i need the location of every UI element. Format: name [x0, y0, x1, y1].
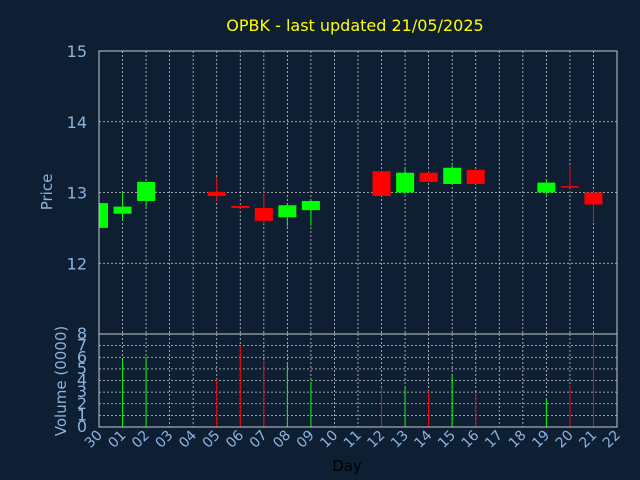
- candle-body: [584, 192, 603, 205]
- day-tick-label: 22: [600, 428, 624, 452]
- price-tick-label: 15: [67, 42, 87, 61]
- candle-09: [301, 199, 320, 226]
- candle-body: [99, 203, 108, 228]
- day-tick-label: 17: [482, 428, 506, 452]
- candle-body: [466, 169, 485, 185]
- candle-body: [419, 172, 438, 182]
- day-tick-label: 19: [529, 428, 553, 452]
- candle-body: [537, 182, 556, 193]
- day-tick-label: 21: [576, 428, 600, 452]
- candle-body: [443, 167, 462, 185]
- candle-13: [396, 167, 415, 194]
- candle-body: [113, 206, 132, 214]
- volume-tick-label: 1: [77, 405, 87, 424]
- day-tick-label: 15: [435, 428, 459, 452]
- candle-20: [560, 165, 579, 189]
- candle-14: [419, 171, 438, 182]
- day-tick-label: 04: [176, 427, 200, 451]
- day-tick-label: 09: [294, 428, 318, 452]
- volume-tick-label: 0: [77, 417, 87, 436]
- price-tick-label: 13: [67, 184, 87, 203]
- candle-body: [301, 200, 320, 211]
- day-tick-label: 07: [247, 428, 271, 452]
- candle-body: [137, 181, 156, 201]
- candle-body: [372, 171, 391, 197]
- volume-bars: [122, 334, 594, 427]
- candle-body: [560, 186, 579, 188]
- price-tick-label: 14: [67, 113, 87, 132]
- volume-tick-label: 3: [77, 382, 87, 401]
- volume-tick-label: 5: [77, 359, 87, 378]
- candle-body: [207, 191, 226, 197]
- day-tick-label: 08: [270, 428, 294, 452]
- candle-16: [466, 169, 485, 185]
- candle-15: [443, 165, 462, 185]
- volume-tick-label: 4: [77, 371, 87, 390]
- price-axis-label: Price: [38, 174, 56, 211]
- price-tick-label: 12: [67, 254, 87, 273]
- x-axis-label: Day: [332, 457, 362, 475]
- volume-tick-label: 2: [77, 394, 87, 413]
- day-tick-label: 01: [105, 428, 129, 452]
- candle-body: [231, 205, 250, 209]
- day-tick-label: 05: [200, 428, 224, 452]
- day-tick-label: 02: [129, 428, 153, 452]
- candle-body: [254, 208, 273, 221]
- day-tick-label: 13: [388, 428, 412, 452]
- day-tick-label: 18: [506, 428, 530, 452]
- candle-30: [98, 203, 108, 230]
- day-axis-ticks: 30 01 02 03 04 05 06 07 08 09 10 11 12 13 14 15 16 17 18 19…: [82, 427, 624, 451]
- volume-grid: [99, 334, 617, 427]
- volume-tick-label: 6: [77, 347, 87, 366]
- volume-tick-label: 7: [77, 336, 87, 355]
- candle-01: [113, 192, 132, 221]
- candle-12: [372, 171, 391, 197]
- chart-title: OPBK - last updated 21/05/2025: [226, 16, 483, 35]
- candle-05: [207, 176, 226, 201]
- candle-21: [584, 189, 603, 223]
- day-tick-label: 20: [553, 428, 577, 452]
- volume-tick-label: 8: [77, 324, 87, 343]
- day-tick-label: 14: [412, 427, 436, 451]
- volume-plot-frame: [98, 333, 618, 428]
- candle-19: [537, 179, 556, 195]
- day-tick-label: 16: [459, 427, 483, 451]
- candle-02: [137, 181, 156, 207]
- candles: [98, 165, 603, 230]
- day-tick-label: 03: [153, 428, 177, 452]
- candle-06: [231, 205, 250, 209]
- candle-08: [278, 203, 297, 227]
- day-tick-label: 11: [341, 428, 365, 452]
- volume-axis-label: Volume (0000): [52, 326, 70, 436]
- candle-07: [254, 188, 273, 224]
- day-tick-label: 10: [317, 428, 341, 452]
- price-axis-ticks: 12 13 14 15: [67, 42, 87, 273]
- day-tick-label: 12: [364, 428, 388, 452]
- candle-body: [278, 205, 297, 218]
- candle-body: [396, 172, 415, 193]
- day-tick-label: 06: [223, 427, 247, 451]
